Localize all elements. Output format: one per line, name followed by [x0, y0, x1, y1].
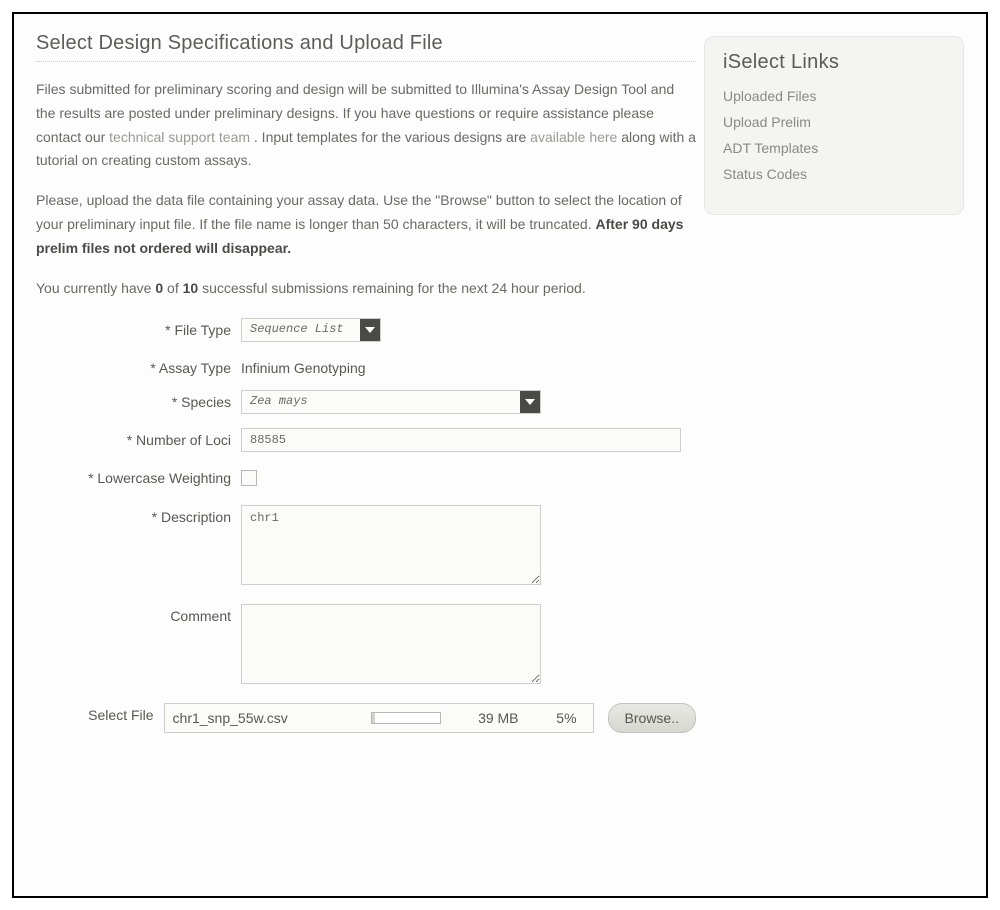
intro-text: . Input templates for the various design…	[254, 129, 530, 145]
label-description: * Description	[36, 505, 241, 525]
row-file-type: * File Type Sequence List	[36, 318, 696, 342]
row-select-file: Select File chr1_snp_55w.csv 39 MB 5% Br…	[36, 703, 696, 733]
label-file-type: * File Type	[36, 318, 241, 338]
main-content: Select Design Specifications and Upload …	[36, 32, 696, 747]
label-comment: Comment	[36, 604, 241, 624]
sidebar-link-adt-templates[interactable]: ADT Templates	[723, 140, 945, 156]
sidebar-iselect-links: iSelect Links Uploaded Files Upload Prel…	[704, 36, 964, 215]
upload-progress-bar	[371, 712, 441, 724]
submissions-text: of	[167, 280, 183, 296]
label-species: * Species	[36, 390, 241, 410]
description-textarea[interactable]	[241, 505, 541, 585]
row-description: * Description	[36, 505, 696, 590]
submissions-text: You currently have	[36, 280, 155, 296]
row-lowercase-weighting: * Lowercase Weighting	[36, 466, 696, 491]
sidebar-link-upload-prelim[interactable]: Upload Prelim	[723, 114, 945, 130]
species-select[interactable]: Zea mays	[241, 390, 541, 414]
available-here-link[interactable]: available here	[530, 129, 617, 145]
intro-paragraph-2: Please, upload the data file containing …	[36, 189, 696, 260]
comment-textarea[interactable]	[241, 604, 541, 684]
submissions-remaining: You currently have 0 of 10 successful su…	[36, 277, 696, 301]
row-number-of-loci: * Number of Loci	[36, 428, 696, 452]
row-assay-type: * Assay Type Infinium Genotyping	[36, 356, 696, 376]
species-value: Zea mays	[242, 391, 316, 413]
lowercase-weighting-checkbox[interactable]	[241, 470, 257, 486]
intro-text: Please, upload the data file containing …	[36, 192, 682, 232]
row-species: * Species Zea mays	[36, 390, 696, 414]
file-percent: 5%	[537, 710, 577, 726]
submissions-count: 0	[155, 280, 163, 296]
sidebar-title: iSelect Links	[723, 51, 945, 74]
label-select-file: Select File	[36, 703, 164, 723]
label-assay-type: * Assay Type	[36, 356, 241, 376]
browse-button[interactable]: Browse..	[608, 703, 696, 733]
submissions-total: 10	[183, 280, 199, 296]
assay-type-value: Infinium Genotyping	[241, 356, 696, 376]
file-type-select[interactable]: Sequence List	[241, 318, 381, 342]
sidebar-link-uploaded-files[interactable]: Uploaded Files	[723, 88, 945, 104]
upload-progress-fill	[372, 713, 375, 723]
technical-support-link[interactable]: technical support team	[109, 129, 250, 145]
number-of-loci-input[interactable]	[241, 428, 681, 452]
row-comment: Comment	[36, 604, 696, 689]
intro-paragraph-1: Files submitted for preliminary scoring …	[36, 78, 696, 173]
chevron-down-icon	[360, 319, 380, 341]
label-number-of-loci: * Number of Loci	[36, 428, 241, 448]
file-size: 39 MB	[459, 710, 519, 726]
file-type-value: Sequence List	[242, 319, 352, 341]
sidebar-link-status-codes[interactable]: Status Codes	[723, 166, 945, 182]
page-title: Select Design Specifications and Upload …	[36, 32, 696, 62]
page-frame: iSelect Links Uploaded Files Upload Prel…	[12, 12, 988, 898]
label-lowercase-weighting: * Lowercase Weighting	[36, 466, 241, 486]
chevron-down-icon	[520, 391, 540, 413]
file-name: chr1_snp_55w.csv	[173, 710, 353, 726]
submissions-text: successful submissions remaining for the…	[202, 280, 586, 296]
file-upload-status: chr1_snp_55w.csv 39 MB 5%	[164, 703, 594, 733]
